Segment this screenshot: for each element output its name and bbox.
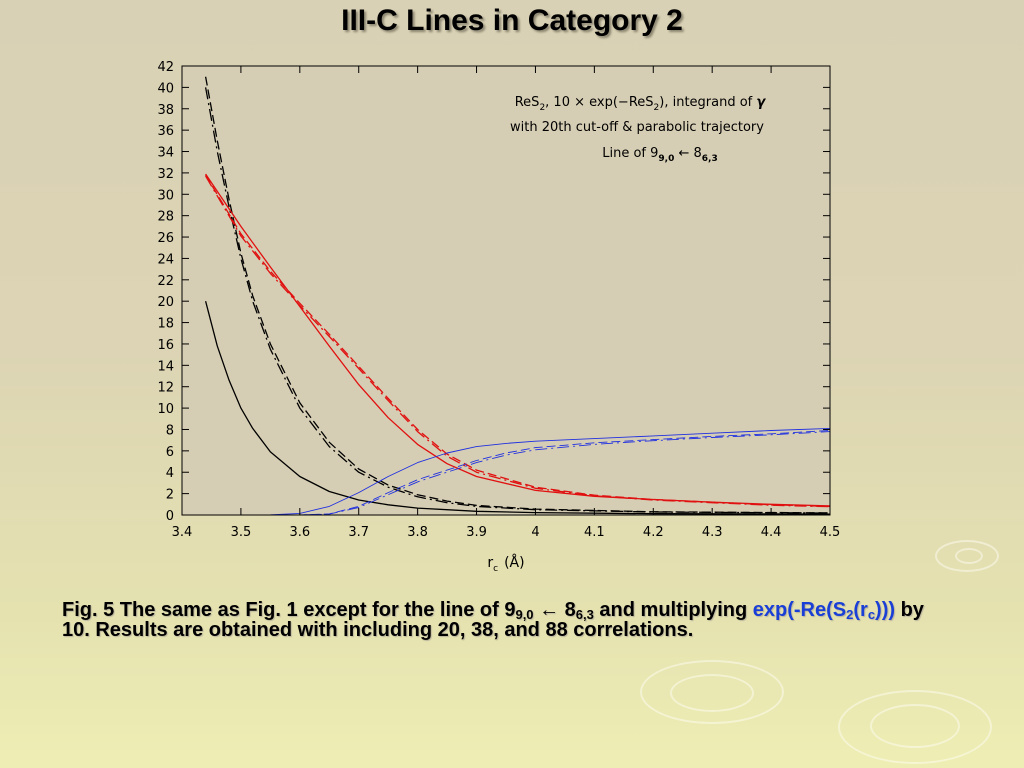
ripple-decoration [838,690,992,764]
series-line-red-longdash [205,174,831,508]
slide-title: III-C Lines in Category 2 [341,4,683,37]
x-tick-label: 4.3 [702,525,723,540]
line-chart: 3.4 3.5 3.6 3.7 3.8 3.9 4 4.1 4.2 4.3 4.4 4.5024681… [157,60,841,574]
series-line-blue-solid [193,427,831,516]
x-tick-label: 3.7 [348,525,369,540]
y-tick-label: 30 [157,188,174,203]
series-line-blue-dashdot [193,431,831,516]
series-line-black-dashdot [204,87,831,514]
caption-text: by 10. Results are obtained with includi… [62,599,924,641]
y-tick-label: 16 [157,338,174,353]
y-tick-label: 34 [157,146,174,161]
y-tick-label: 6 [166,445,174,460]
plot-background [182,66,830,515]
y-tick-label: 10 [157,402,174,417]
caption-subscript: 6,3 [575,607,594,622]
x-tick-label: 3.4 [172,525,193,540]
y-tick-label: 14 [157,359,174,374]
y-tick-label: 42 [157,60,174,75]
y-tick-label: 8 [166,423,174,438]
y-tick-label: 32 [157,167,174,182]
x-tick-label: 4.1 [584,525,605,540]
annotation-line-2: with 20th cut-off & parabolic trajectory [510,120,764,135]
y-tick-label: 2 [166,488,174,503]
y-tick-label: 38 [157,103,174,118]
plot-frame [181,65,831,516]
caption-text: Fig. 5 The same as Fig. 1 except for the… [62,599,516,621]
ripple-decoration [640,660,784,724]
x-tick-label: 4.2 [643,525,664,540]
ripple-decoration [935,540,999,572]
y-tick-label: 0 [166,509,174,524]
y-tick-label: 12 [157,381,174,396]
series-line-black-longdash [204,76,831,514]
series-line-red-dashdot [205,175,831,508]
caption-text: ← 8 [533,599,576,621]
caption-text: and multiplying [593,599,753,621]
series-line-blue-longdash [193,430,831,516]
y-tick-label: 24 [157,252,174,267]
x-tick-label: 3.9 [466,525,487,540]
ripple-decoration [955,548,983,564]
x-tick-label: 4.4 [761,525,782,540]
y-tick-label: 22 [157,274,174,289]
annotation-line-3: Line of 99,0 ← 86,3 [602,146,718,164]
y-tick-label: 20 [157,295,174,310]
ripple-decoration [870,704,960,748]
caption-highlight: exp(-Re(S2(rc))) [752,599,896,622]
y-tick-label: 18 [157,317,174,332]
x-tick-label: 3.8 [407,525,428,540]
series-line-black-solid [204,301,831,515]
x-tick-label: 3.6 [289,525,310,540]
figure-caption: Fig. 5 The same as Fig. 1 except for the… [62,600,942,640]
y-tick-label: 40 [157,81,174,96]
y-tick-label: 26 [157,231,174,246]
x-tick-label: 3.5 [231,525,252,540]
caption-subscript: 9,0 [515,607,534,622]
y-tick-label: 4 [166,466,174,481]
x-tick-label: 4 [531,525,539,540]
annotation-line-1: ReS2, 10 × exp(−ReS2), integrand of γ [515,95,767,113]
x-axis-label: rc (Å) [487,554,524,574]
y-tick-label: 36 [157,124,174,139]
y-tick-label: 28 [157,210,174,225]
x-tick-label: 4.5 [820,525,841,540]
ripple-decoration [670,674,754,712]
